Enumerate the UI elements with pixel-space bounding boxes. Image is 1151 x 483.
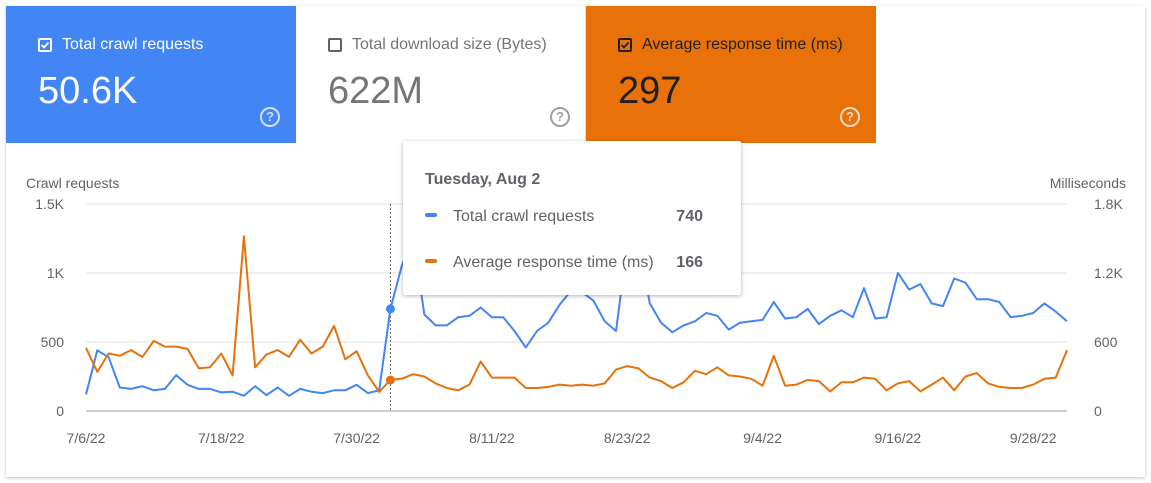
left-axis-title: Crawl requests: [26, 175, 119, 191]
help-icon[interactable]: ?: [840, 107, 860, 127]
series-swatch: [425, 258, 437, 263]
x-axis-tick-label: 8/23/22: [604, 430, 651, 446]
tile-total-crawl-requests[interactable]: Total crawl requests 50.6K ?: [6, 6, 296, 143]
x-axis-tick-label: 7/6/22: [67, 430, 106, 446]
tile-label: Total download size (Bytes): [352, 36, 547, 53]
tile-value: 50.6K: [38, 70, 138, 112]
metric-tiles: Total crawl requests 50.6K ? Total downl…: [6, 6, 876, 143]
tile-value: 297: [618, 70, 682, 112]
help-icon[interactable]: ?: [260, 107, 280, 127]
tile-label: Average response time (ms): [642, 36, 843, 53]
checkbox-unchecked-icon[interactable]: [328, 38, 342, 52]
tile-value: 622M: [328, 70, 424, 112]
chart-tooltip: Tuesday, Aug 2 Total crawl requests 740 …: [403, 141, 741, 295]
left-axis-tick-label: 1K: [47, 265, 65, 281]
x-axis-tick-label: 9/16/22: [875, 430, 922, 446]
x-axis-tick-label: 7/18/22: [198, 430, 245, 446]
checkbox-checked-icon[interactable]: [38, 38, 52, 52]
left-axis-tick-label: 500: [41, 334, 65, 350]
series-line: [85, 235, 1068, 393]
left-axis-tick-label: 1.5K: [35, 196, 64, 212]
tooltip-row-value: 166: [676, 254, 703, 271]
tooltip-row-label: Average response time (ms): [453, 254, 654, 271]
tooltip-row-label: Total crawl requests: [453, 208, 595, 225]
crawl-stats-card: Total crawl requests 50.6K ? Total downl…: [6, 6, 1145, 477]
checkbox-checked-icon[interactable]: [618, 38, 632, 52]
tile-label: Total crawl requests: [62, 36, 204, 53]
tooltip-row-value: 740: [676, 208, 703, 225]
left-axis-tick-label: 0: [56, 403, 64, 419]
right-axis-tick-label: 1.8K: [1094, 196, 1123, 212]
series-swatch: [425, 212, 437, 217]
x-axis-tick-label: 8/11/22: [469, 430, 515, 446]
tile-average-response-time[interactable]: Average response time (ms) 297 ?: [586, 6, 876, 143]
x-axis-tick-label: 7/30/22: [333, 430, 380, 446]
tooltip-row-crawl-requests: Total crawl requests 740: [425, 208, 723, 226]
series-highlight-point: [385, 304, 395, 314]
tooltip-date: Tuesday, Aug 2: [425, 171, 541, 188]
right-axis-tick-label: 600: [1094, 334, 1118, 350]
right-axis-tick-label: 1.2K: [1094, 265, 1123, 281]
x-axis-tick-label: 9/4/22: [743, 430, 782, 446]
tile-total-download-size[interactable]: Total download size (Bytes) 622M ?: [296, 6, 586, 143]
series-highlight-point: [385, 375, 395, 385]
help-icon[interactable]: ?: [550, 107, 570, 127]
x-axis-tick-label: 9/28/22: [1010, 430, 1057, 446]
tooltip-row-response-time: Average response time (ms) 166: [425, 254, 723, 272]
right-axis-tick-label: 0: [1094, 403, 1102, 419]
right-axis-title: Milliseconds: [1050, 175, 1126, 191]
